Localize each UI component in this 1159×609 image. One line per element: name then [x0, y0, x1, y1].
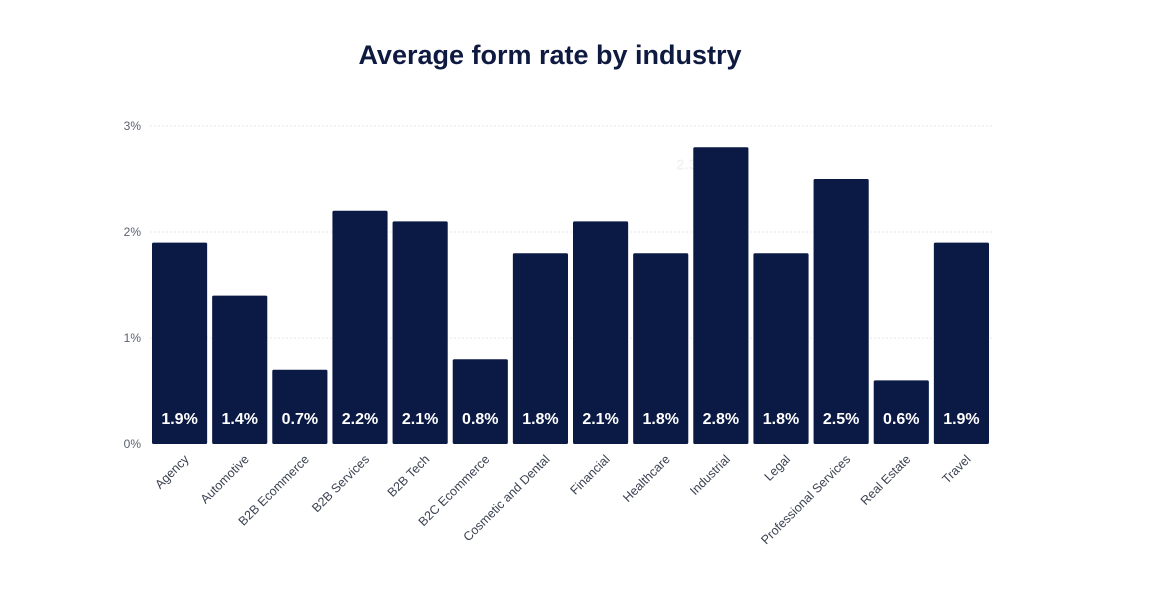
data-label: 1.9%	[161, 411, 197, 428]
data-label: 2.2%	[342, 411, 378, 428]
x-tick-label: Legal	[762, 452, 794, 484]
bar	[873, 380, 929, 444]
data-label: 2.8%	[703, 411, 739, 428]
data-label: 2.1%	[582, 411, 618, 428]
data-label: 2.1%	[402, 411, 438, 428]
bar	[272, 369, 328, 444]
bar	[813, 179, 869, 444]
data-label: 1.8%	[522, 411, 558, 428]
bar	[512, 253, 568, 444]
bar	[693, 147, 749, 444]
bar	[392, 221, 448, 444]
data-label: 1.9%	[943, 411, 979, 428]
y-tick-label: 3%	[124, 119, 142, 133]
chart-title: Average form rate by industry	[358, 40, 742, 70]
data-label: 2.5%	[823, 411, 859, 428]
x-tick-label: Travel	[939, 452, 973, 486]
bar	[633, 253, 689, 444]
x-tick-label: Automotive	[198, 452, 252, 506]
data-label: 0.7%	[282, 411, 318, 428]
x-tick-label: Real Estate	[858, 452, 914, 508]
data-label: 0.6%	[883, 411, 919, 428]
data-label: 0.8%	[462, 411, 498, 428]
data-label: 1.4%	[221, 411, 257, 428]
x-tick-label: Agency	[152, 452, 192, 492]
bar	[152, 242, 208, 444]
x-tick-label: Industrial	[687, 452, 733, 498]
bar	[753, 253, 809, 444]
bar	[933, 242, 989, 444]
x-tick-label: Financial	[567, 452, 612, 497]
bar	[332, 210, 388, 444]
bar	[212, 295, 268, 444]
data-label: 1.8%	[763, 411, 799, 428]
x-tick-label: B2B Tech	[385, 452, 433, 500]
data-label: 1.8%	[642, 411, 678, 428]
bar	[452, 359, 508, 444]
y-tick-label: 1%	[124, 331, 142, 345]
x-tick-label: Healthcare	[620, 452, 673, 505]
bar	[573, 221, 629, 444]
y-tick-label: 0%	[124, 437, 142, 451]
y-tick-label: 2%	[124, 225, 142, 239]
x-tick-label: B2B Services	[309, 452, 372, 515]
